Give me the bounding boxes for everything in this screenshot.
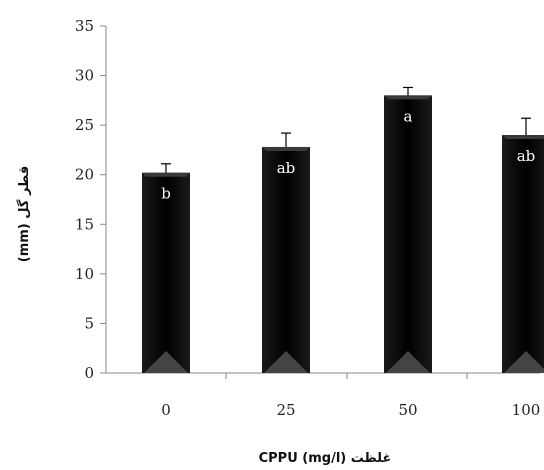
y-tick-label: 20 xyxy=(75,166,94,184)
bar xyxy=(502,135,544,373)
bar-top-highlight xyxy=(502,135,544,140)
x-tick-label: 50 xyxy=(398,401,417,419)
y-tick-label: 10 xyxy=(75,265,94,283)
bar-labels: b ab a ab xyxy=(161,107,535,202)
significance-label: a xyxy=(404,107,413,125)
x-axis: 0 25 50 100 xyxy=(106,372,541,419)
x-tick-label: 25 xyxy=(276,401,295,419)
x-axis-title: غلظت CPPU (mg/l) xyxy=(259,451,392,466)
y-axis: 0 5 10 15 20 25 30 35 xyxy=(75,17,107,382)
significance-label: b xyxy=(161,185,171,203)
error-bars xyxy=(161,86,531,173)
bar xyxy=(142,172,190,373)
y-axis-title: قطر گل (mm) xyxy=(16,166,32,262)
bar-top-highlight xyxy=(142,172,190,177)
bar-base-shade xyxy=(386,351,430,373)
x-tick-label: 0 xyxy=(161,401,171,419)
bar-base-shade xyxy=(144,351,188,373)
y-tick-label: 30 xyxy=(75,67,94,85)
bars xyxy=(142,95,544,374)
y-tick-label: 25 xyxy=(75,116,94,134)
bar-base-shade xyxy=(264,351,308,373)
y-tick-label: 35 xyxy=(75,17,94,35)
y-tick-label: 5 xyxy=(84,314,94,332)
y-tick-label: 0 xyxy=(84,364,94,382)
bar-top-highlight xyxy=(384,95,432,100)
x-tick-label: 100 xyxy=(512,401,541,419)
bar xyxy=(262,146,310,373)
bar-top-highlight xyxy=(262,146,310,151)
y-tick-label: 15 xyxy=(75,215,94,233)
significance-label: ab xyxy=(277,159,296,177)
bar xyxy=(384,95,432,374)
bar-base-shade xyxy=(504,351,544,373)
significance-label: ab xyxy=(517,147,536,165)
